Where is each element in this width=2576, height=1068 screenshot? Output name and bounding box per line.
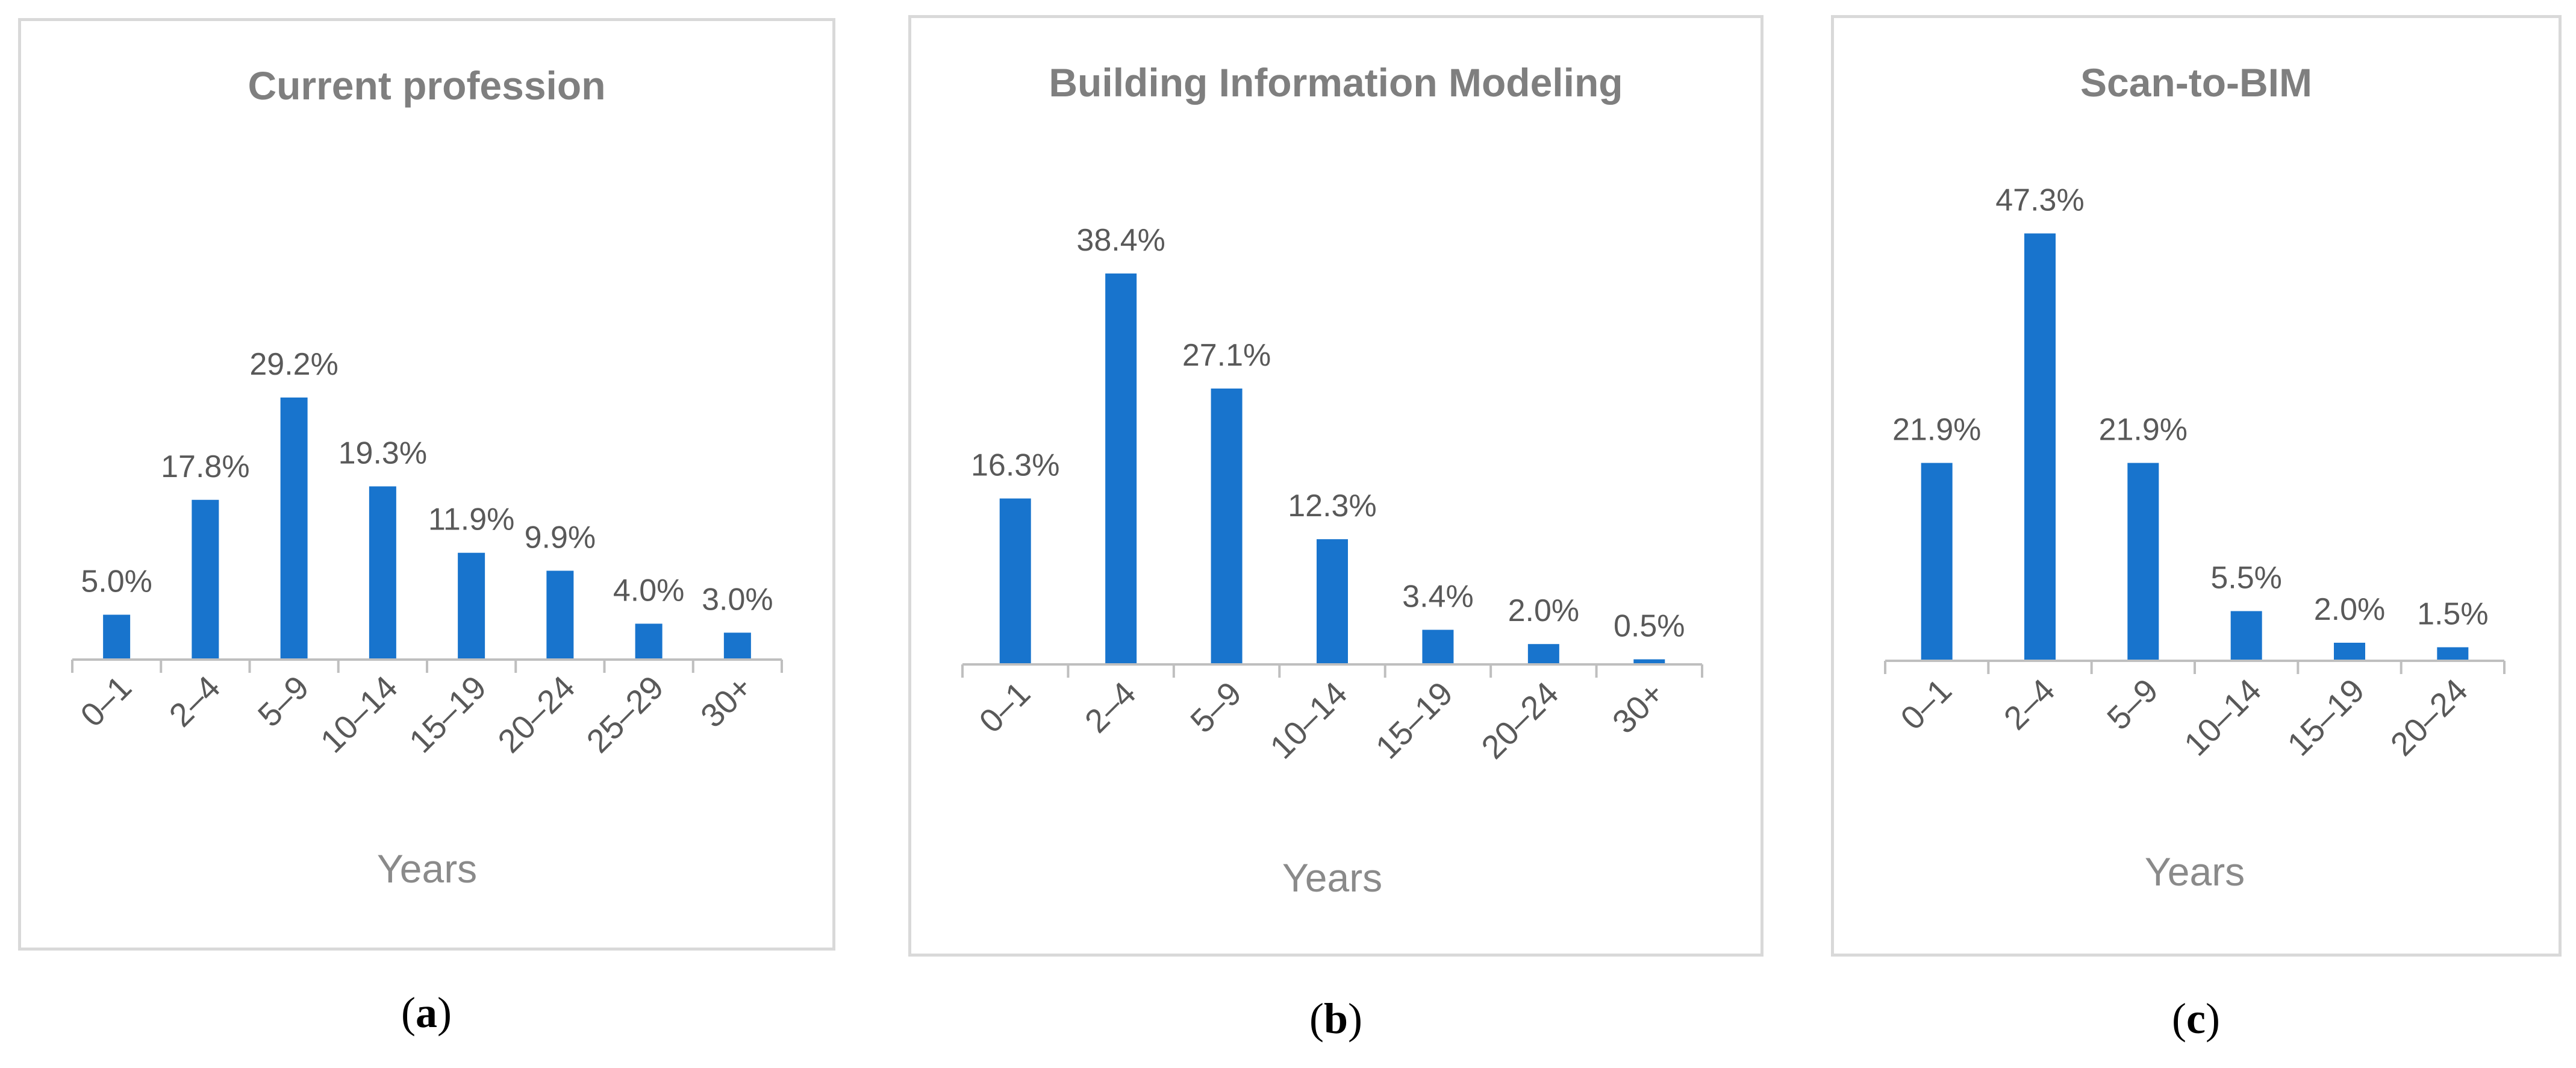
x-tick-label: 2–4	[1997, 672, 2062, 737]
caption-b: (b)	[1309, 995, 1363, 1043]
x-tick-label: 15–19	[402, 669, 493, 760]
caption-c: (c)	[2172, 995, 2220, 1043]
x-axis-title: Years	[2145, 849, 2245, 894]
chart-svg-b: Building Information Modeling 16.3% 0–1 38.…	[961, 60, 1703, 900]
data-label: 21.9%	[1892, 413, 1981, 448]
x-tick-label: 0–1	[971, 675, 1037, 740]
bar	[2437, 647, 2469, 661]
x-axis-title: Years	[377, 846, 477, 891]
bar	[2127, 463, 2159, 661]
x-tick-label: 0–1	[73, 669, 139, 734]
x-tick-label: 5–9	[2100, 672, 2165, 737]
data-label: 27.1%	[1182, 338, 1271, 373]
data-label: 2.0%	[1508, 593, 1580, 628]
chart-title: Scan-to-BIM	[2080, 60, 2312, 105]
bar	[723, 632, 751, 660]
x-tick-label: 30+	[1605, 675, 1671, 741]
data-label: 12.3%	[1288, 489, 1376, 523]
data-label: 38.4%	[1076, 223, 1165, 258]
bar	[1527, 644, 1559, 664]
data-label: 11.9%	[428, 502, 515, 537]
chart-panel-c: Scan-to-BIM 21.9% 0–1 47.3% 2–4 21.9% 5–9 5.5% 1…	[1831, 15, 2562, 957]
bar	[1105, 273, 1137, 664]
chart-svg-c: Scan-to-BIM 21.9% 0–1 47.3% 2–4 21.9% 5–9 5.5% 1…	[1884, 60, 2506, 894]
bar	[1317, 539, 1348, 664]
data-label: 3.0%	[702, 582, 773, 617]
data-label: 47.3%	[1995, 183, 2084, 218]
x-tick-label: 20–24	[2383, 672, 2475, 763]
x-tick-label: 25–29	[579, 669, 671, 760]
bar	[280, 397, 308, 660]
data-label: 1.5%	[2417, 597, 2489, 632]
x-tick-label: 5–9	[1183, 675, 1249, 740]
bar	[1921, 463, 1953, 661]
data-label: 3.4%	[1402, 579, 1474, 614]
chart-panel-b: Building Information Modeling 16.3% 0–1 38.…	[908, 15, 1764, 957]
x-tick-label: 10–14	[2177, 672, 2268, 763]
bar	[546, 570, 574, 660]
data-label: 4.0%	[613, 573, 685, 608]
x-tick-label: 10–14	[1262, 675, 1354, 766]
x-tick-label: 15–19	[1368, 675, 1460, 766]
data-label: 17.8%	[161, 449, 249, 484]
bar	[2024, 233, 2056, 661]
bar	[369, 486, 396, 660]
bar	[192, 499, 219, 660]
x-tick-label: 20–24	[490, 669, 582, 760]
chart-panel-a: Current profession 5.0% 0–1 17.8% 2–4 29.2% 5–…	[18, 18, 835, 951]
data-label: 16.3%	[971, 448, 1059, 483]
bar	[2230, 611, 2262, 661]
x-tick-label: 10–14	[313, 669, 405, 760]
chart-title: Current profession	[248, 63, 605, 108]
data-label: 19.3%	[338, 436, 427, 470]
x-tick-label: 30+	[693, 669, 759, 735]
x-tick-label: 20–24	[1474, 675, 1565, 766]
data-label: 5.5%	[2210, 561, 2282, 596]
bar	[635, 623, 663, 660]
bar	[2334, 643, 2365, 661]
x-axis-title: Years	[1282, 855, 1382, 900]
x-tick-label: 0–1	[1893, 672, 1959, 737]
chart-title: Building Information Modeling	[1049, 60, 1623, 105]
x-tick-label: 15–19	[2280, 672, 2371, 763]
x-tick-label: 5–9	[251, 669, 316, 734]
x-tick-label: 2–4	[1077, 675, 1143, 740]
bar	[103, 614, 131, 660]
data-label: 21.9%	[2099, 413, 2188, 448]
x-tick-label: 2–4	[162, 669, 228, 734]
bar	[1211, 389, 1243, 664]
data-label: 0.5%	[1614, 609, 1685, 644]
caption-a: (a)	[401, 988, 452, 1037]
data-label: 2.0%	[2314, 592, 2386, 627]
bar	[999, 498, 1031, 664]
data-label: 5.0%	[81, 564, 152, 599]
bar	[1422, 629, 1454, 664]
bar	[458, 552, 485, 660]
bar	[1633, 659, 1665, 664]
data-label: 9.9%	[525, 520, 596, 555]
data-label: 29.2%	[249, 347, 338, 382]
chart-svg-a: Current profession 5.0% 0–1 17.8% 2–4 29.2% 5–…	[71, 63, 783, 891]
